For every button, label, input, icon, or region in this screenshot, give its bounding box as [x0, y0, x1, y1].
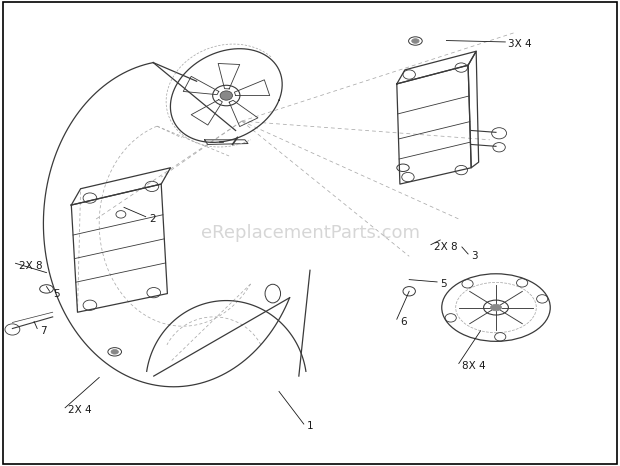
Text: 2X 8: 2X 8 — [19, 260, 42, 271]
Text: eReplacementParts.com: eReplacementParts.com — [200, 224, 420, 242]
Text: 3: 3 — [471, 251, 478, 261]
Text: 5: 5 — [53, 288, 60, 299]
Text: 2X 4: 2X 4 — [68, 405, 92, 415]
Circle shape — [220, 91, 232, 100]
Text: 2X 8: 2X 8 — [434, 242, 458, 252]
Text: 7: 7 — [40, 326, 47, 336]
Text: 5: 5 — [440, 279, 447, 289]
Ellipse shape — [490, 304, 502, 311]
Text: 6: 6 — [400, 316, 407, 327]
Text: 1: 1 — [307, 421, 314, 432]
Text: 3X 4: 3X 4 — [508, 39, 532, 49]
Text: 8X 4: 8X 4 — [462, 361, 485, 371]
Text: 2: 2 — [149, 214, 156, 224]
Ellipse shape — [412, 39, 419, 43]
Ellipse shape — [111, 350, 118, 354]
